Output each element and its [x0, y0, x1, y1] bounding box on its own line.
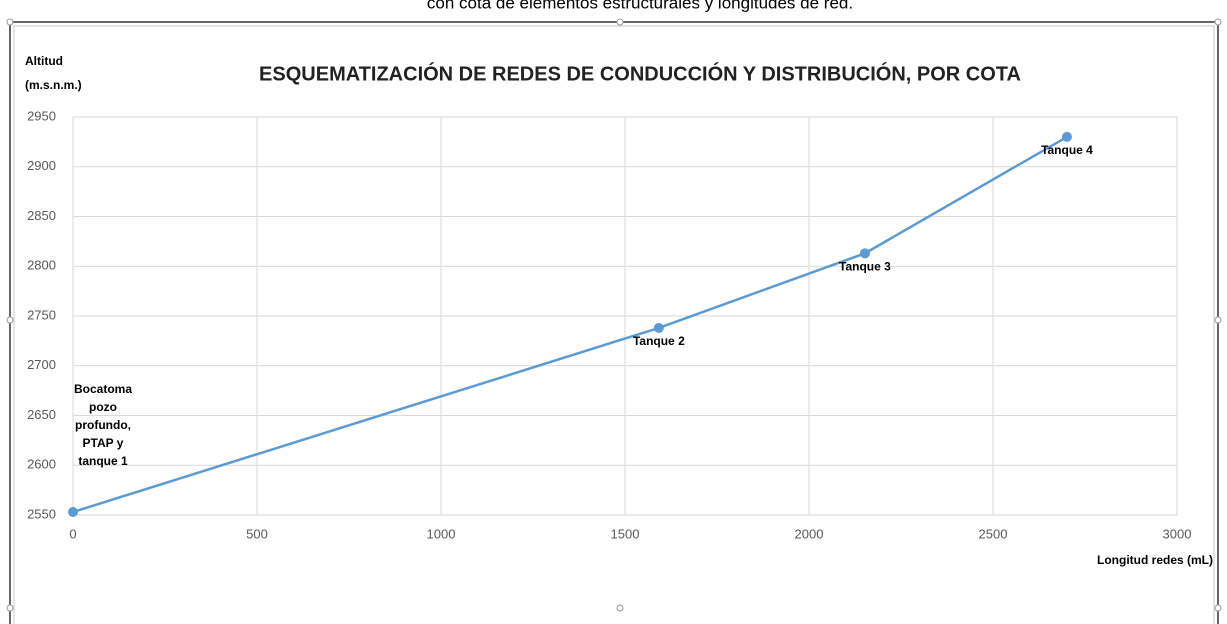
resize-handle	[616, 604, 624, 612]
data-label: profundo,	[75, 418, 131, 432]
resize-handle	[616, 18, 624, 26]
chart-area	[13, 25, 1215, 624]
x-tick-label: 1000	[427, 526, 456, 541]
data-label: PTAP y	[83, 436, 124, 450]
data-label: Tanque 4	[1041, 143, 1093, 157]
x-tick-label: 2000	[795, 526, 824, 541]
x-tick-label: 0	[69, 526, 76, 541]
y-tick-label: 2950	[27, 108, 56, 123]
y-tick-label: 2600	[27, 457, 56, 472]
data-point	[68, 507, 78, 518]
data-label: Tanque 3	[839, 259, 891, 273]
resize-handle	[1214, 604, 1222, 612]
y-tick-label: 2550	[27, 506, 56, 521]
x-axis-title: Longitud redes (mL)	[1097, 553, 1213, 567]
y-tick-label: 2750	[27, 307, 56, 322]
y-tick-label: 2900	[27, 158, 56, 173]
resize-handle	[6, 18, 14, 26]
data-label: tanque 1	[78, 454, 128, 468]
y-tick-label: 2700	[27, 357, 56, 372]
resize-handle	[1214, 18, 1222, 26]
y-tick-label: 2850	[27, 208, 56, 223]
y-tick-label: 2650	[27, 407, 56, 422]
data-label: pozo	[89, 400, 117, 414]
data-point	[653, 322, 664, 333]
data-label: Bocatoma	[74, 382, 132, 396]
chart-frame	[9, 21, 1219, 624]
data-point	[859, 248, 870, 259]
y-axis-title: Altitud	[25, 54, 63, 68]
resize-handle	[6, 604, 14, 612]
x-tick-label: 2500	[979, 526, 1008, 541]
data-label: Tanque 2	[633, 334, 685, 348]
caption: con cota de elementos estructurales y lo…	[427, 0, 853, 12]
resize-handle	[1214, 316, 1222, 324]
x-tick-label: 3000	[1163, 526, 1192, 541]
y-axis-title: (m.s.n.m.)	[25, 78, 82, 92]
data-point	[1061, 131, 1072, 142]
data-line	[72, 135, 1068, 514]
x-tick-label: 500	[246, 526, 268, 541]
chart-title: ESQUEMATIZACIÓN DE REDES DE CONDUCCIÓN Y…	[259, 61, 1021, 85]
x-tick-label: 1500	[611, 526, 640, 541]
resize-handle	[6, 316, 14, 324]
y-tick-label: 2800	[27, 258, 56, 273]
